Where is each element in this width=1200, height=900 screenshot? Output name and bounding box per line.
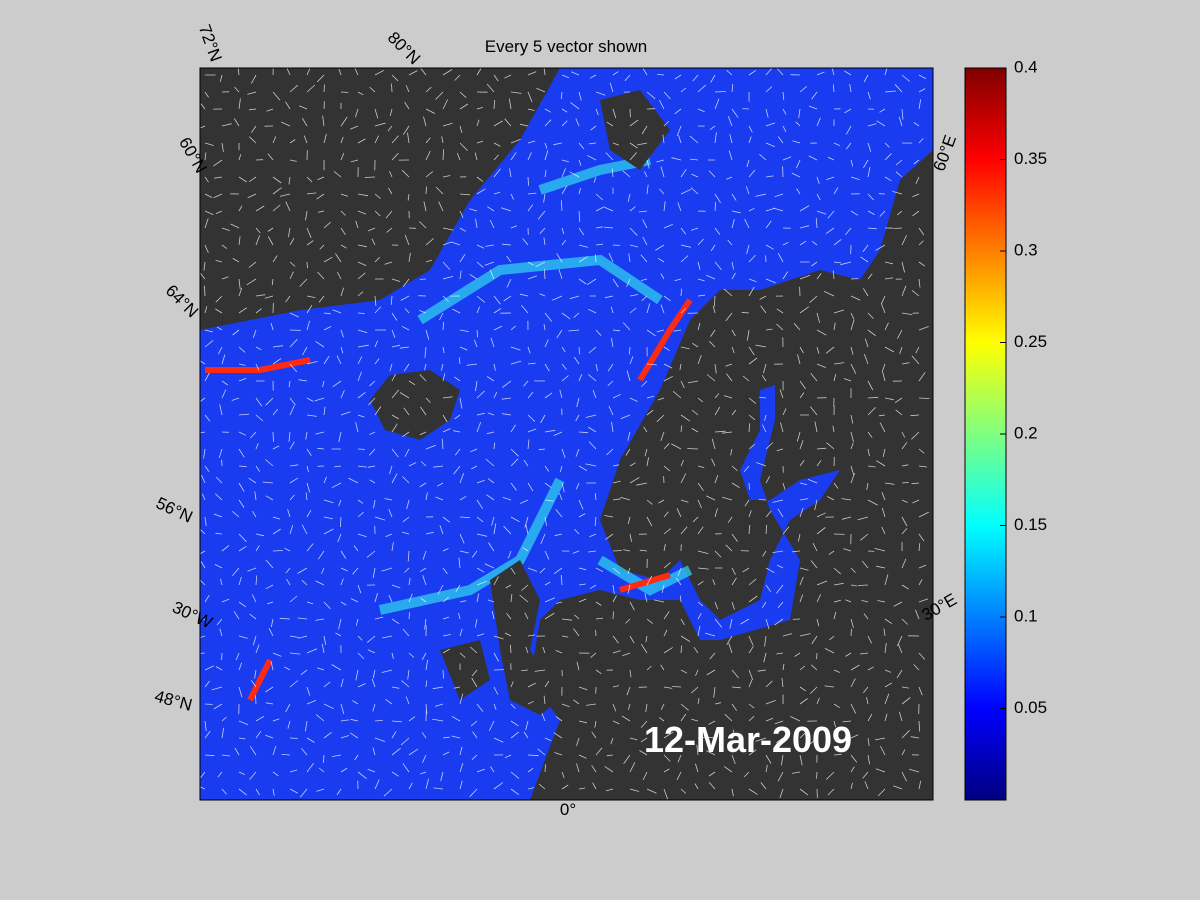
current-streak <box>205 298 693 702</box>
iceland <box>370 370 460 440</box>
europe <box>560 600 933 800</box>
ocean <box>200 68 933 800</box>
svalbard <box>600 90 670 170</box>
colorbar-tick-label: 0.2 <box>1014 423 1038 442</box>
map-title: Every 5 vector shown <box>485 37 648 56</box>
vector-field <box>200 68 930 800</box>
map <box>200 68 933 800</box>
colorbar-tick-label: 0.15 <box>1014 515 1047 534</box>
colorbar-tick-label: 0.25 <box>1014 332 1047 351</box>
colorbar-tick-label: 0.35 <box>1014 149 1047 168</box>
current-streak <box>378 155 693 615</box>
graticule-label: 0° <box>560 800 576 819</box>
colorbar-tick-label: 0.3 <box>1014 240 1038 259</box>
greenland <box>200 68 560 330</box>
colorbar-tick-label: 0.05 <box>1014 698 1047 717</box>
colorbar-tick-label: 0.1 <box>1014 606 1038 625</box>
current-vectors <box>200 68 930 800</box>
colorbar <box>964 67 1007 801</box>
colorbar-ticks: 0.05 0.1 0.15 0.2 0.25 0.3 0.35 0.4 <box>1000 57 1047 717</box>
map-frame <box>199 67 934 801</box>
date-label: 12-Mar-2009 <box>644 719 852 760</box>
colorbar-tick-label: 0.4 <box>1014 57 1038 76</box>
